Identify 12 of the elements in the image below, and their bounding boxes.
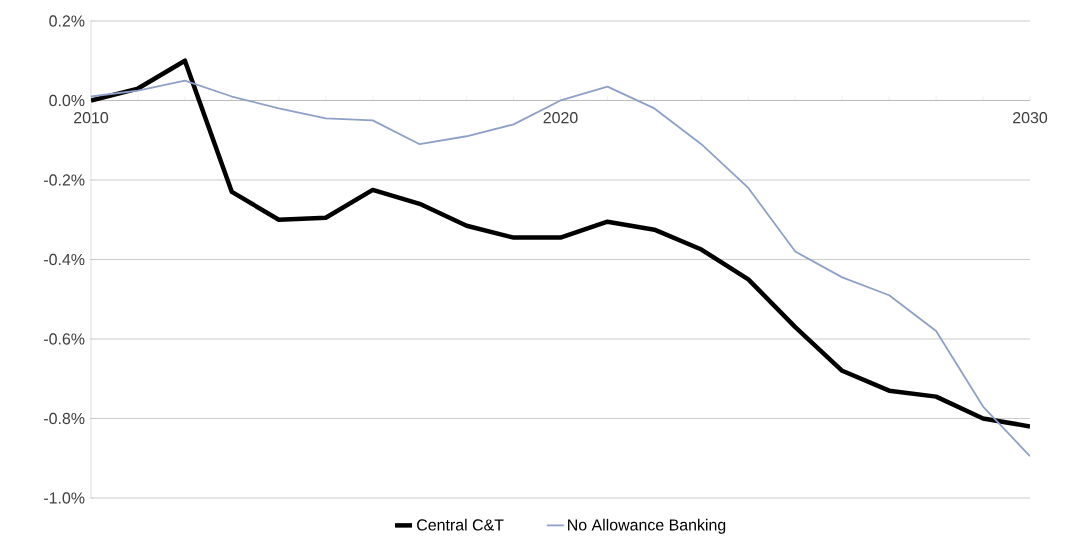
x-tick-label: 2030 bbox=[1013, 112, 1048, 124]
y-tick-label: 0.2% bbox=[49, 15, 85, 27]
y-tick-label: -0.2% bbox=[44, 174, 85, 186]
legend-label: Central C&T bbox=[417, 518, 504, 531]
y-tick-label: -0.8% bbox=[44, 412, 85, 425]
y-tick-label: 0.0% bbox=[49, 94, 85, 107]
x-tick-label: 2020 bbox=[543, 112, 578, 124]
x-tick-label: 2010 bbox=[74, 112, 109, 124]
legend-label: No Allowance Banking bbox=[568, 518, 726, 534]
y-tick-label: -0.6% bbox=[44, 333, 85, 345]
y-tick-label: -1.0% bbox=[44, 492, 85, 504]
y-tick-label: -0.4% bbox=[44, 253, 85, 266]
